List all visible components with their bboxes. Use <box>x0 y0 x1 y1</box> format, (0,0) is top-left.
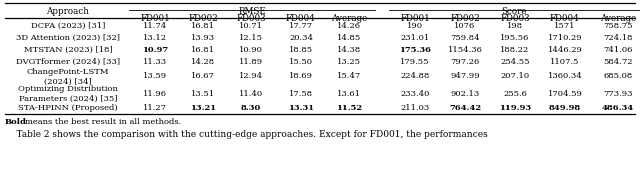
Text: 741.06: 741.06 <box>604 46 633 54</box>
Text: FD002: FD002 <box>450 14 480 23</box>
Text: Score: Score <box>502 7 527 16</box>
Text: 1446.29: 1446.29 <box>548 46 582 54</box>
Text: 11.27: 11.27 <box>143 104 167 112</box>
Text: FD004: FD004 <box>550 14 580 23</box>
Text: 11.40: 11.40 <box>239 90 263 97</box>
Text: 724.18: 724.18 <box>604 34 633 42</box>
Text: 1571: 1571 <box>554 22 576 30</box>
Text: 758.75: 758.75 <box>604 22 633 30</box>
Text: 11.96: 11.96 <box>143 90 167 97</box>
Text: 13.31: 13.31 <box>288 104 314 112</box>
Text: 16.67: 16.67 <box>191 73 215 80</box>
Text: Approach: Approach <box>47 7 90 16</box>
Text: 17.77: 17.77 <box>289 22 313 30</box>
Text: 1710.29: 1710.29 <box>548 34 582 42</box>
Text: 3D Attention (2023) [32]: 3D Attention (2023) [32] <box>16 34 120 42</box>
Text: Table 2 shows the comparison with the cutting-edge approaches. Except for FD001,: Table 2 shows the comparison with the cu… <box>5 130 488 139</box>
Text: 175.36: 175.36 <box>399 46 431 54</box>
Text: ChangePoint-LSTM
(2024) [34]: ChangePoint-LSTM (2024) [34] <box>27 68 109 85</box>
Text: 16.81: 16.81 <box>191 22 215 30</box>
Text: FD003: FD003 <box>500 14 530 23</box>
Text: 1704.59: 1704.59 <box>548 90 582 97</box>
Text: 14.28: 14.28 <box>191 58 215 66</box>
Text: 190: 190 <box>407 22 423 30</box>
Text: 10.71: 10.71 <box>239 22 263 30</box>
Text: Bold: Bold <box>5 118 27 126</box>
Text: 10.90: 10.90 <box>239 46 263 54</box>
Text: 685.08: 685.08 <box>604 73 632 80</box>
Text: 15.50: 15.50 <box>289 58 313 66</box>
Text: 254.55: 254.55 <box>500 58 530 66</box>
Text: 11.52: 11.52 <box>336 104 362 112</box>
Text: FD002: FD002 <box>188 14 218 23</box>
Text: 584.72: 584.72 <box>604 58 633 66</box>
Text: 211.03: 211.03 <box>401 104 429 112</box>
Text: 13.59: 13.59 <box>143 73 167 80</box>
Text: 1360.34: 1360.34 <box>548 73 582 80</box>
Text: 195.56: 195.56 <box>500 34 530 42</box>
Text: FD001: FD001 <box>400 14 430 23</box>
Text: 947.99: 947.99 <box>450 73 480 80</box>
Text: DCFA (2023) [31]: DCFA (2023) [31] <box>31 22 105 30</box>
Text: Optimizing Distribution
Parameters (2024) [35]: Optimizing Distribution Parameters (2024… <box>18 85 118 102</box>
Text: 188.22: 188.22 <box>500 46 530 54</box>
Text: FD003: FD003 <box>236 14 266 23</box>
Text: 13.51: 13.51 <box>191 90 215 97</box>
Text: 13.93: 13.93 <box>191 34 215 42</box>
Text: 255.6: 255.6 <box>503 90 527 97</box>
Text: DVGTformer (2024) [33]: DVGTformer (2024) [33] <box>16 58 120 66</box>
Text: 764.42: 764.42 <box>449 104 481 112</box>
Text: 486.34: 486.34 <box>602 104 634 112</box>
Text: RMSE: RMSE <box>238 7 266 16</box>
Text: 11.89: 11.89 <box>239 58 263 66</box>
Text: FD004: FD004 <box>286 14 316 23</box>
Text: 224.88: 224.88 <box>400 73 429 80</box>
Text: 14.38: 14.38 <box>337 46 361 54</box>
Text: 17.58: 17.58 <box>289 90 313 97</box>
Text: 13.61: 13.61 <box>337 90 361 97</box>
Text: 10.97: 10.97 <box>142 46 168 54</box>
Text: 20.34: 20.34 <box>289 34 313 42</box>
Text: 16.81: 16.81 <box>191 46 215 54</box>
Text: STA-HPINN (Proposed): STA-HPINN (Proposed) <box>18 104 118 112</box>
Text: 13.21: 13.21 <box>190 104 216 112</box>
Text: FD001: FD001 <box>140 14 170 23</box>
Text: 14.85: 14.85 <box>337 34 361 42</box>
Text: 13.25: 13.25 <box>337 58 361 66</box>
Text: 902.13: 902.13 <box>451 90 479 97</box>
Text: 8.30: 8.30 <box>241 104 261 112</box>
Text: 11.33: 11.33 <box>143 58 167 66</box>
Text: 179.55: 179.55 <box>400 58 429 66</box>
Text: Average: Average <box>331 14 367 23</box>
Text: Average: Average <box>600 14 636 23</box>
Text: 18.69: 18.69 <box>289 73 313 80</box>
Text: 849.98: 849.98 <box>549 104 581 112</box>
Text: 759.84: 759.84 <box>450 34 480 42</box>
Text: 1076: 1076 <box>454 22 476 30</box>
Text: 12.15: 12.15 <box>239 34 263 42</box>
Text: 797.26: 797.26 <box>451 58 479 66</box>
Text: 207.10: 207.10 <box>500 73 529 80</box>
Text: 1107.5: 1107.5 <box>550 58 580 66</box>
Text: 13.12: 13.12 <box>143 34 167 42</box>
Text: 15.47: 15.47 <box>337 73 361 80</box>
Text: 231.01: 231.01 <box>401 34 429 42</box>
Text: 11.74: 11.74 <box>143 22 167 30</box>
Text: 12.94: 12.94 <box>239 73 263 80</box>
Text: means the best result in all methods.: means the best result in all methods. <box>25 118 181 126</box>
Text: 119.93: 119.93 <box>499 104 531 112</box>
Text: 1154.36: 1154.36 <box>447 46 483 54</box>
Text: MTSTAN (2023) [18]: MTSTAN (2023) [18] <box>24 46 113 54</box>
Text: 18.85: 18.85 <box>289 46 313 54</box>
Text: 773.93: 773.93 <box>604 90 633 97</box>
Text: 198: 198 <box>507 22 523 30</box>
Text: 233.40: 233.40 <box>400 90 429 97</box>
Text: 14.26: 14.26 <box>337 22 361 30</box>
